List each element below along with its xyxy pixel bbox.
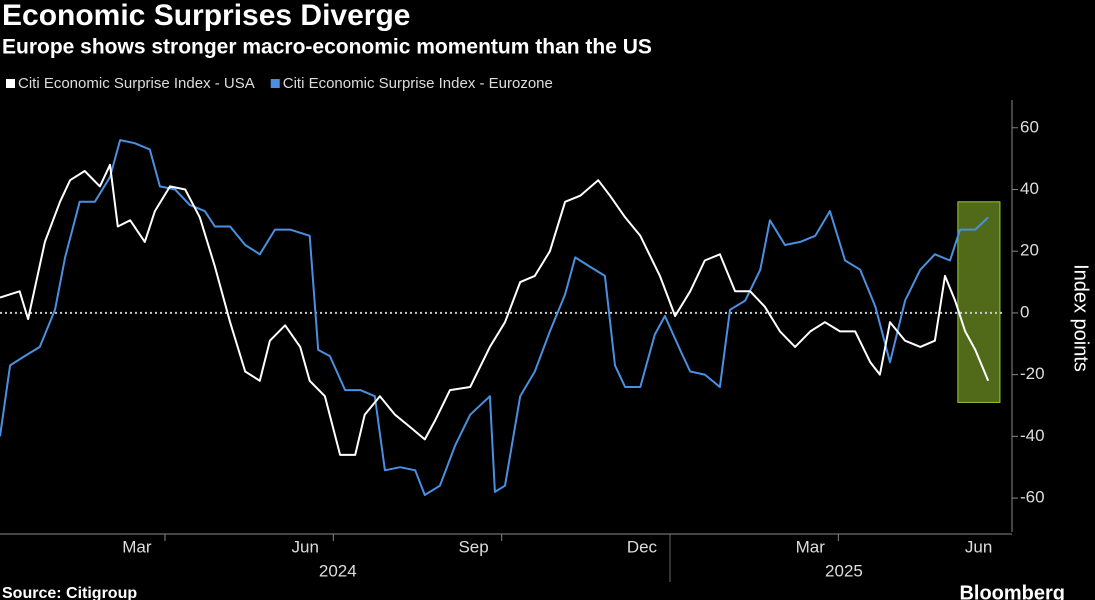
x-tick-label: Jun (965, 537, 992, 556)
y-tick-label: -20 (1020, 364, 1045, 383)
y-axis-label: Index points (1070, 264, 1092, 372)
y-tick-label: 60 (1020, 117, 1039, 136)
series-line (0, 163, 990, 456)
y-tick-label: 40 (1020, 179, 1039, 198)
legend-label: Citi Economic Surprise Index - USA (18, 75, 255, 92)
y-tick-label: 20 (1020, 241, 1039, 260)
x-tick-label: Jun (292, 537, 319, 556)
y-tick-label: -60 (1020, 488, 1045, 507)
y-tick-label: 0 (1020, 302, 1029, 321)
chart-title: Economic Surprises Diverge (2, 0, 411, 32)
year-label: 2024 (319, 561, 357, 580)
series-line (0, 139, 989, 496)
y-tick-label: -40 (1020, 426, 1045, 445)
source: Source: Citigroup (2, 585, 137, 600)
chart-subtitle: Europe shows stronger macro-economic mom… (2, 36, 652, 59)
year-label: 2025 (825, 561, 863, 580)
x-tick-label: Mar (122, 537, 152, 556)
x-tick-label: Mar (796, 537, 826, 556)
highlight-box (957, 201, 1001, 403)
legend-swatch (270, 79, 280, 88)
brand: Bloomberg (959, 582, 1065, 600)
legend-label: Citi Economic Surprise Index - Eurozone (283, 75, 553, 92)
x-tick-label: Dec (627, 537, 658, 556)
legend-swatch (6, 79, 15, 88)
x-tick-label: Sep (458, 537, 488, 556)
